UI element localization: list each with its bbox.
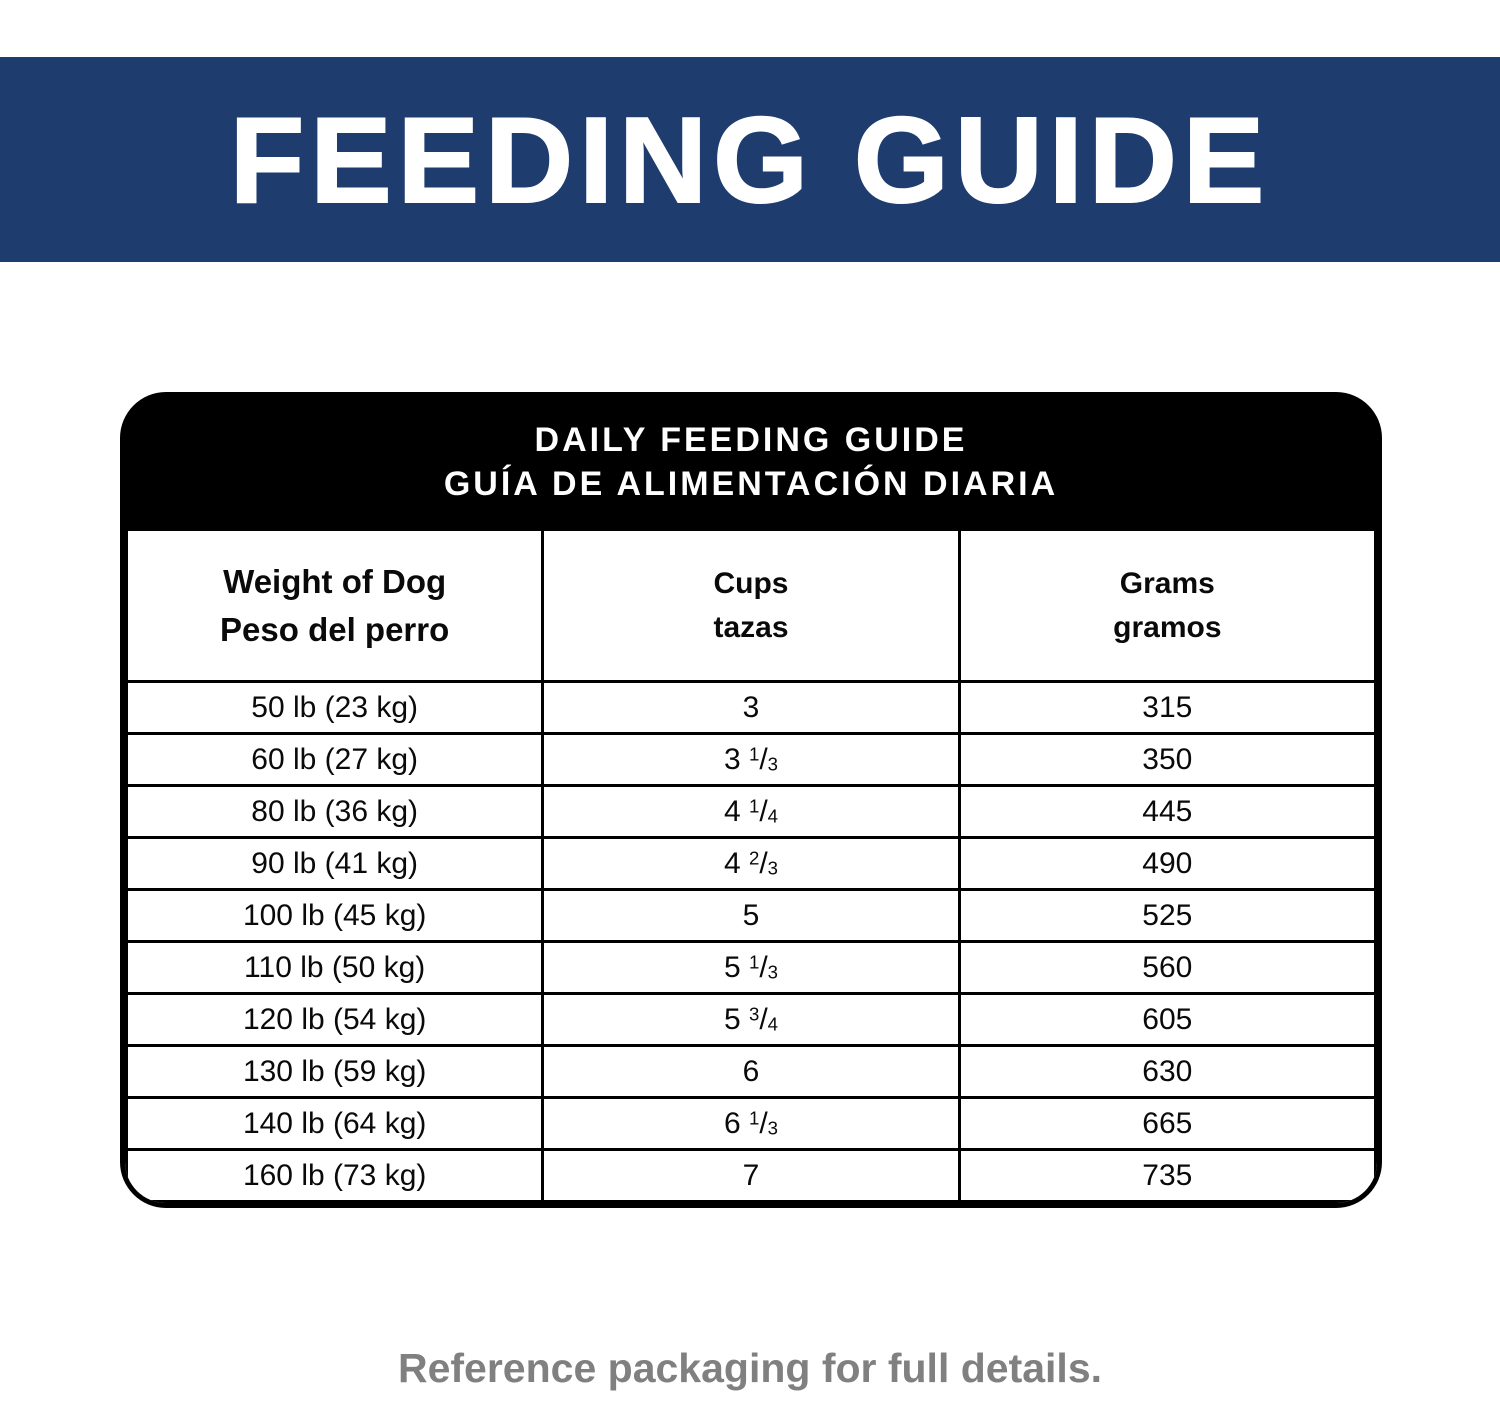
- column-header-cups: Cups tazas: [541, 528, 961, 684]
- weight-cell: 130 lb (59 kg): [125, 1044, 545, 1100]
- cups-cell: 5 3/4: [541, 992, 961, 1048]
- grams-cell: 490: [957, 836, 1377, 892]
- grams-cell: 350: [957, 732, 1377, 788]
- weight-cell: 80 lb (36 kg): [125, 784, 545, 840]
- card-header: DAILY FEEDING GUIDE GUÍA DE ALIMENTACIÓN…: [125, 392, 1377, 528]
- grams-cell: 525: [957, 888, 1377, 944]
- table-row: 120 lb (54 kg) 5 3/4 605: [125, 992, 1377, 1048]
- table-row: 100 lb (45 kg) 5 525: [125, 888, 1377, 944]
- cups-cell: 4 1/4: [541, 784, 961, 840]
- table-row: 160 lb (73 kg) 7 735: [125, 1148, 1377, 1204]
- card-title-en: DAILY FEEDING GUIDE: [534, 421, 968, 459]
- card-title-es: GUÍA DE ALIMENTACIÓN DIARIA: [443, 465, 1059, 504]
- weight-cell: 60 lb (27 kg): [125, 732, 545, 788]
- table-row: 140 lb (64 kg) 6 1/3 665: [125, 1096, 1377, 1152]
- table-row: 50 lb (23 kg) 3 315: [125, 680, 1377, 736]
- cups-label-en: Cups: [713, 567, 789, 601]
- cups-cell: 5 1/3: [541, 940, 961, 996]
- weight-cell: 90 lb (41 kg): [125, 836, 545, 892]
- grams-cell: 630: [957, 1044, 1377, 1100]
- daily-feeding-guide-card: DAILY FEEDING GUIDE GUÍA DE ALIMENTACIÓN…: [120, 392, 1382, 1209]
- footer-note: Reference packaging for full details.: [397, 1345, 1103, 1391]
- feeding-table-wrap: Weight of Dog Peso del perro Cups tazas …: [125, 528, 1377, 1204]
- table-row: 130 lb (59 kg) 6 630: [125, 1044, 1377, 1100]
- grams-cell: 315: [957, 680, 1377, 736]
- grams-cell: 560: [957, 940, 1377, 996]
- column-header-row: Weight of Dog Peso del perro Cups tazas …: [125, 528, 1377, 684]
- cups-cell: 6 1/3: [541, 1096, 961, 1152]
- grams-cell: 605: [957, 992, 1377, 1048]
- cups-cell: 5: [541, 888, 961, 944]
- cups-cell: 3 1/3: [541, 732, 961, 788]
- weight-cell: 140 lb (64 kg): [125, 1096, 545, 1152]
- banner-title: FEEDING GUIDE: [229, 91, 1271, 229]
- grams-cell: 665: [957, 1096, 1377, 1152]
- grams-cell: 445: [957, 784, 1377, 840]
- feeding-guide-banner: FEEDING GUIDE: [0, 57, 1500, 262]
- weight-cell: 160 lb (73 kg): [125, 1148, 545, 1204]
- cups-label-es: tazas: [713, 610, 789, 644]
- cups-cell: 3: [541, 680, 961, 736]
- feeding-table: Weight of Dog Peso del perro Cups tazas …: [125, 528, 1377, 1204]
- weight-cell: 110 lb (50 kg): [125, 940, 545, 996]
- column-header-grams: Grams gramos: [957, 528, 1377, 684]
- weight-cell: 100 lb (45 kg): [125, 888, 545, 944]
- weight-label-es: Peso del perro: [220, 610, 450, 648]
- weight-label-en: Weight of Dog: [223, 563, 447, 601]
- table-body: 50 lb (23 kg) 3 315 60 lb (27 kg) 3 1/3 350 80…: [125, 680, 1377, 1204]
- cups-cell: 6: [541, 1044, 961, 1100]
- table-row: 80 lb (36 kg) 4 1/4 445: [125, 784, 1377, 840]
- table-row: 90 lb (41 kg) 4 2/3 490: [125, 836, 1377, 892]
- grams-label-en: Grams: [1119, 567, 1215, 601]
- weight-cell: 50 lb (23 kg): [125, 680, 545, 736]
- table-row: 60 lb (27 kg) 3 1/3 350: [125, 732, 1377, 788]
- grams-label-es: gramos: [1113, 610, 1222, 644]
- table-row: 110 lb (50 kg) 5 1/3 560: [125, 940, 1377, 996]
- cups-cell: 7: [541, 1148, 961, 1204]
- weight-cell: 120 lb (54 kg): [125, 992, 545, 1048]
- grams-cell: 735: [957, 1148, 1377, 1204]
- column-header-weight: Weight of Dog Peso del perro: [125, 528, 545, 684]
- cups-cell: 4 2/3: [541, 836, 961, 892]
